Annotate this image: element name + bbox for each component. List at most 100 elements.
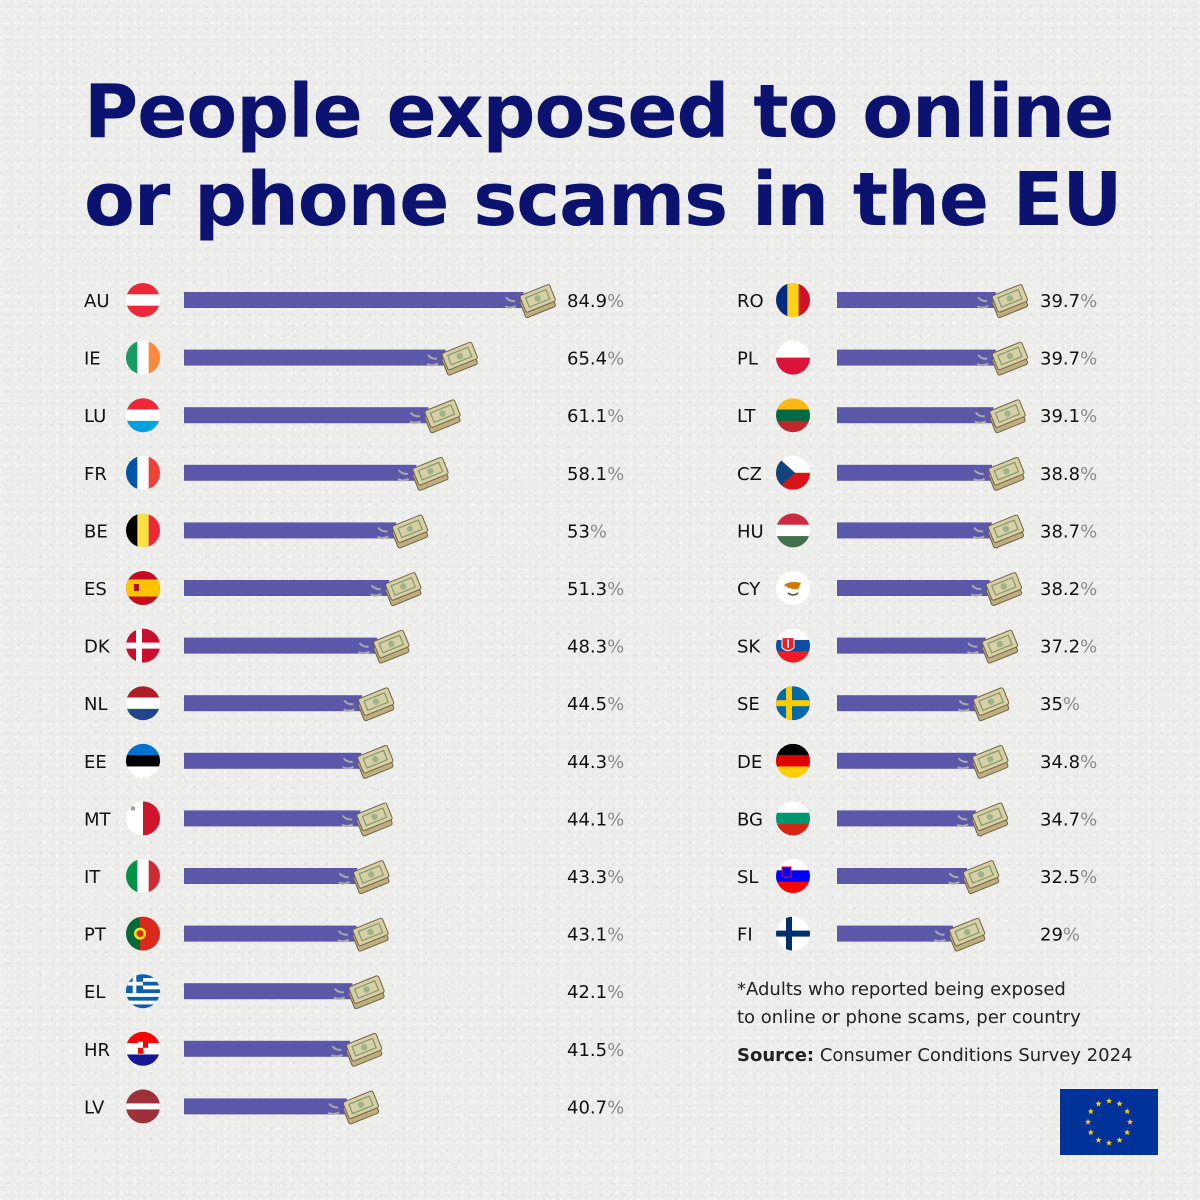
money-icon — [376, 514, 429, 549]
bar-row: HR 41.5% — [84, 1031, 624, 1066]
source-text: Consumer Conditions Survey 2024 — [819, 1045, 1133, 1066]
money-icon — [330, 1032, 383, 1067]
chart-title-line-2: or phone scams in the EU — [84, 157, 1122, 243]
country-code-label: ES — [84, 579, 107, 600]
flag-cz-icon — [776, 455, 810, 490]
bar — [184, 983, 353, 1000]
money-icon — [327, 1090, 380, 1125]
source-note: Source: Consumer Conditions Survey 2024 — [737, 1042, 1157, 1070]
bar — [837, 349, 996, 366]
country-code-label: LU — [84, 406, 106, 427]
bar-row: CY 38.2% — [737, 571, 1097, 605]
bar — [184, 925, 357, 942]
chart-title-line-1: People exposed to online — [84, 69, 1114, 155]
country-code-label: RO — [737, 291, 764, 312]
bar-row: BE 53% — [84, 513, 607, 548]
bar — [184, 522, 396, 539]
value-label: 39.1% — [1040, 406, 1097, 427]
bar-row: IT 43.3% — [84, 859, 624, 893]
value-label: 38.2% — [1040, 579, 1097, 600]
value-label: 42.1% — [567, 982, 624, 1003]
money-icon — [426, 341, 478, 376]
country-code-label: SE — [737, 694, 760, 715]
value-label: 37.2% — [1040, 637, 1097, 658]
bar — [837, 407, 994, 424]
money-icon — [409, 399, 461, 434]
bar-row: FR 58.1% — [84, 455, 624, 490]
country-code-label: FR — [84, 464, 107, 485]
bar-row: SL 32.5% — [737, 859, 1097, 893]
country-code-label: BG — [737, 809, 763, 830]
money-icon — [947, 860, 1000, 895]
footnote-line-2: to online or phone scams, per country — [737, 1007, 1081, 1028]
value-label: 38.8% — [1040, 464, 1097, 485]
country-code-label: IE — [84, 349, 101, 370]
flag-lv-icon — [126, 1089, 160, 1124]
bar — [837, 522, 992, 539]
value-label: 39.7% — [1040, 349, 1097, 370]
value-label: 38.7% — [1040, 521, 1097, 542]
money-icon — [976, 284, 1029, 319]
bar-row: LV 40.7% — [84, 1089, 624, 1124]
flag-se-icon — [776, 686, 810, 721]
bar — [837, 580, 990, 596]
flag-lt-icon — [776, 398, 810, 433]
flag-hu-icon — [776, 513, 810, 548]
country-code-label: BE — [84, 521, 108, 542]
value-label: 35% — [1040, 694, 1080, 715]
value-label: 84.9% — [567, 291, 624, 312]
money-icon — [337, 917, 389, 952]
bar-row: ES 51.3% — [84, 571, 624, 605]
flag-pl-icon — [776, 340, 810, 375]
bar-row: HU 38.7% — [737, 513, 1097, 548]
money-icon — [341, 802, 393, 837]
flag-sk-icon — [776, 628, 810, 663]
value-label: 41.5% — [567, 1040, 624, 1061]
bar — [184, 349, 446, 366]
country-code-label: DE — [737, 752, 762, 773]
bar — [837, 925, 953, 942]
money-icon — [957, 744, 1009, 779]
money-icon — [333, 975, 385, 1010]
flag-es-icon — [126, 571, 160, 605]
value-label: 58.1% — [567, 464, 624, 485]
country-code-label: CZ — [737, 464, 762, 485]
bar-row: LU 61.1% — [84, 398, 624, 433]
country-code-label: EL — [84, 982, 105, 1003]
bar-row: RO 39.7% — [737, 283, 1097, 317]
money-icon — [966, 629, 1019, 664]
value-label: 65.4% — [567, 349, 624, 370]
bar — [184, 1098, 347, 1115]
value-label: 34.7% — [1040, 809, 1097, 830]
flag-nl-icon — [126, 686, 160, 721]
source-label: Source: — [737, 1045, 815, 1066]
money-icon — [974, 399, 1026, 434]
flag-lu-icon — [126, 398, 160, 433]
money-icon — [956, 802, 1009, 837]
value-label: 39.7% — [1040, 291, 1097, 312]
money-icon — [970, 572, 1023, 607]
flag-pt-icon — [126, 916, 160, 951]
flag-au-icon — [126, 283, 160, 317]
country-code-label: LT — [737, 406, 757, 427]
bar-row: CZ 38.8% — [737, 455, 1097, 490]
money-icon — [933, 917, 986, 952]
flag-hr-icon — [126, 1031, 160, 1066]
value-label: 53% — [567, 521, 607, 542]
bar-row: PT 43.1% — [84, 916, 624, 951]
bar — [837, 637, 986, 654]
country-code-label: CY — [737, 579, 761, 600]
flag-ie-icon — [126, 340, 160, 375]
bar — [837, 810, 976, 827]
footnote-line-1: *Adults who reported being exposed — [737, 979, 1066, 1000]
flag-el-icon — [126, 974, 160, 1009]
bar-row: AU 84.9% — [84, 283, 624, 317]
bar — [184, 752, 362, 769]
flag-ee-icon — [126, 743, 160, 778]
money-icon — [972, 514, 1025, 549]
value-label: 51.3% — [567, 579, 624, 600]
country-code-label: IT — [84, 867, 101, 888]
value-label: 44.5% — [567, 694, 624, 715]
value-label: 44.3% — [567, 752, 624, 773]
